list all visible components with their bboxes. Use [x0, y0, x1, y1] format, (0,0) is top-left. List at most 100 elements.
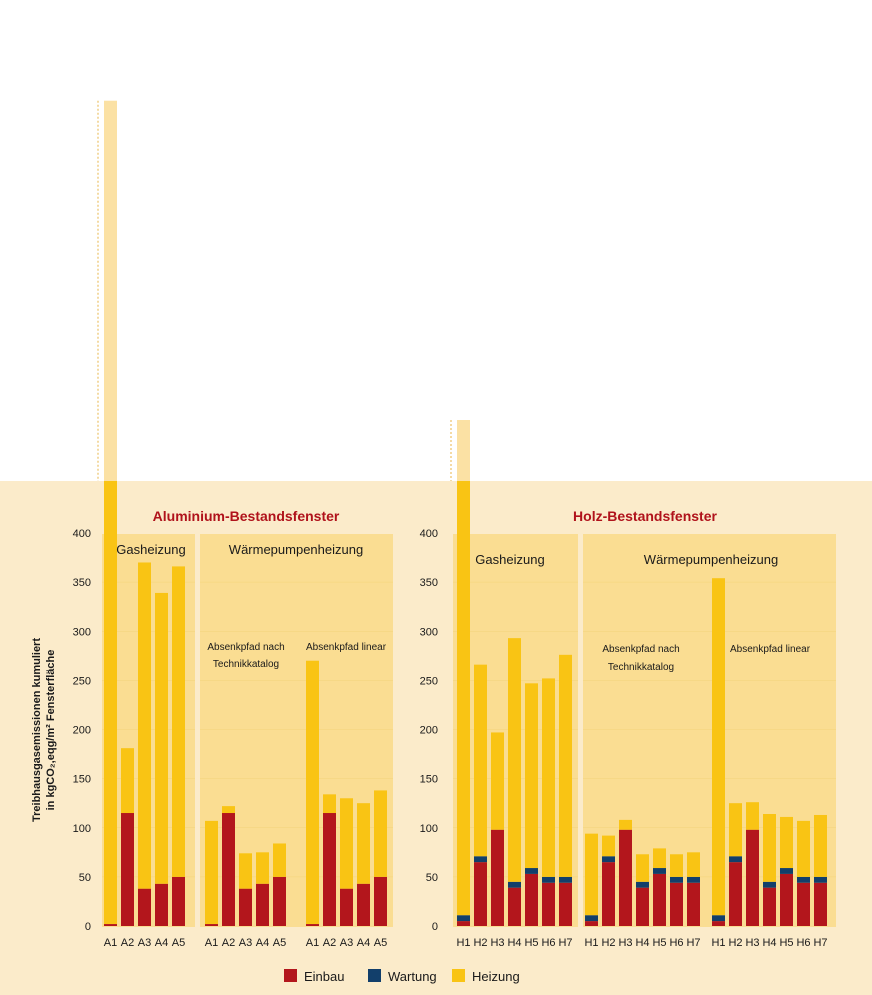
y-tick-label: 100	[73, 823, 91, 835]
bar-heizung-h4	[508, 638, 521, 882]
bar-wartung-h6	[670, 876, 683, 883]
bar-wartung-h5	[525, 868, 538, 874]
bar-heizung-h7	[559, 654, 572, 877]
y-tick-label: 250	[73, 675, 91, 687]
legend-label-heizung: Heizung	[472, 969, 520, 984]
bar-einbau-h3	[491, 829, 504, 926]
category-label: H1	[456, 937, 470, 949]
y-axis-label: Treibhausgasemissionen kumuliert in kgCO…	[31, 638, 57, 822]
subtitle-holz-linear: Absenkpfad linear	[730, 644, 811, 655]
category-label: H6	[669, 937, 683, 949]
category-label: A4	[357, 937, 370, 949]
legend-label-wartung: Wartung	[388, 969, 437, 984]
bar-heizung-h2	[729, 803, 742, 857]
y-axis-label-line2: in kgCO₂,eqg/m² Fensterfläche	[45, 650, 57, 811]
bar-wartung-h1	[712, 915, 725, 922]
category-label: A1	[205, 937, 218, 949]
bar-einbau-a1	[205, 924, 218, 926]
category-label: H5	[779, 937, 793, 949]
bar-wartung-h4	[636, 881, 649, 888]
bar-heizung-a2	[222, 806, 235, 814]
legend-swatch-wartung	[368, 969, 381, 982]
category-label: H5	[524, 937, 538, 949]
bar-heizung-h1	[457, 481, 470, 916]
legend-swatch-einbau	[284, 969, 297, 982]
bar-heizung-h1	[712, 578, 725, 916]
bar-einbau-a3	[340, 888, 353, 926]
bar-einbau-h2	[474, 862, 487, 926]
bars	[104, 481, 827, 926]
overflow-bars	[97, 100, 470, 481]
bar-einbau-h3	[746, 829, 759, 926]
bar-heizung-h4	[763, 813, 776, 882]
bar-heizung-a4	[155, 592, 168, 884]
category-label: H2	[601, 937, 615, 949]
y-tick-label: 100	[420, 823, 438, 835]
bar-heizung-h6	[542, 678, 555, 877]
category-labels: A1 A2 A3 A4 A5 A1 A2 A3 A4 A5 A1 A2 A3 A4 A5 H1 H2 H3 H4 H5…	[104, 937, 828, 949]
y-tick-label: 0	[432, 921, 438, 933]
y-tick-label: 0	[85, 921, 91, 933]
bar-einbau-a1	[306, 924, 319, 926]
bar-einbau-h2	[729, 862, 742, 926]
bar-einbau-h7	[814, 882, 827, 926]
bar-wartung-h4	[763, 881, 776, 888]
bar-wartung-h1	[457, 915, 470, 922]
bar-wartung-h7	[687, 876, 700, 883]
subtitle-alu-techkat-2: Technikkatalog	[213, 659, 279, 670]
bar-heizung-a3	[340, 798, 353, 889]
bar-einbau-a5	[374, 876, 387, 926]
category-label: A2	[222, 937, 235, 949]
group-title-alu-wp: Wärmepumpenheizung	[229, 542, 363, 557]
bar-heizung-a4	[256, 852, 269, 884]
group-title-holz-wp: Wärmepumpenheizung	[644, 552, 778, 567]
bar-overflow-a1	[104, 100, 117, 481]
bar-einbau-h6	[670, 882, 683, 926]
bar-einbau-h1	[712, 921, 725, 926]
bar-wartung-h7	[559, 876, 572, 883]
bar-einbau-h5	[525, 873, 538, 926]
y-tick-label: 350	[73, 577, 91, 589]
bar-heizung-h1	[585, 833, 598, 916]
bar-einbau-a5	[172, 876, 185, 926]
bar-heizung-h4	[636, 854, 649, 882]
bar-einbau-h1	[457, 921, 470, 926]
bar-heizung-a5	[273, 843, 286, 877]
bar-einbau-h6	[797, 882, 810, 926]
y-tick-label: 400	[420, 528, 438, 540]
y-tick-label: 50	[426, 872, 438, 884]
y-tick-label: 150	[73, 774, 91, 786]
bar-heizung-h2	[602, 835, 615, 857]
bar-heizung-a3	[239, 853, 252, 889]
bar-heizung-h5	[525, 683, 538, 869]
category-label: A3	[340, 937, 353, 949]
bar-heizung-h7	[687, 852, 700, 877]
bar-einbau-h1	[585, 921, 598, 926]
y-tick-label: 300	[73, 626, 91, 638]
category-label: H4	[762, 937, 776, 949]
category-label: A5	[172, 937, 185, 949]
y-tick-label: 400	[73, 528, 91, 540]
bar-heizung-a5	[374, 790, 387, 877]
bar-einbau-h4	[763, 887, 776, 926]
bar-heizung-a5	[172, 566, 185, 877]
subtitle-alu-linear: Absenkpfad linear	[306, 642, 387, 653]
category-label: H4	[635, 937, 649, 949]
category-label: H6	[796, 937, 810, 949]
panel-title-holz: Holz-Bestandsfenster	[573, 508, 717, 524]
bar-einbau-h3	[619, 829, 632, 926]
category-label: H3	[745, 937, 759, 949]
category-label: H3	[618, 937, 632, 949]
bar-einbau-h7	[687, 882, 700, 926]
bar-heizung-a2	[121, 748, 134, 814]
subtitle-holz-techkat-2: Technikkatalog	[608, 662, 674, 673]
y-tick-label: 250	[420, 675, 438, 687]
bar-wartung-h2	[474, 856, 487, 863]
bar-heizung-h3	[746, 802, 759, 830]
bar-heizung-a2	[323, 794, 336, 814]
bar-einbau-a5	[273, 876, 286, 926]
category-label: H2	[473, 937, 487, 949]
group-title-alu-gas: Gasheizung	[116, 542, 185, 557]
category-label: H7	[558, 937, 572, 949]
category-label: H7	[813, 937, 827, 949]
